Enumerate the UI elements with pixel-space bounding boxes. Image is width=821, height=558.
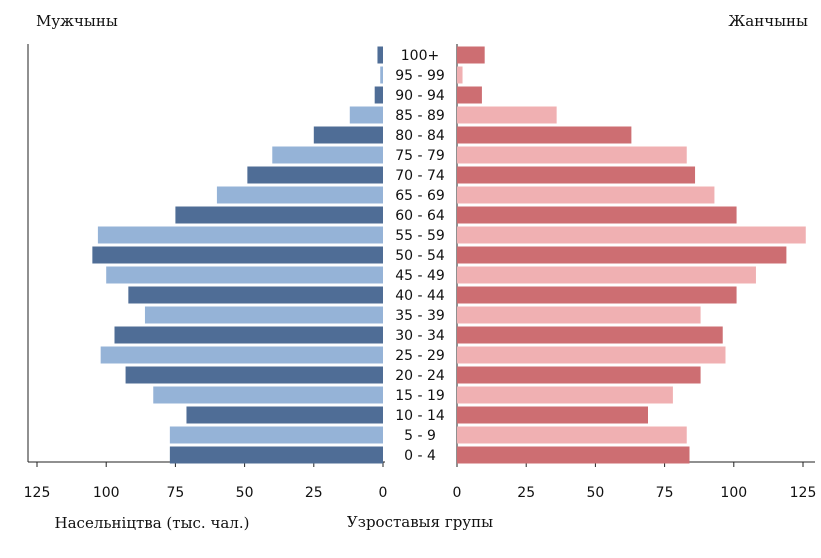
left-title: Мужчыны xyxy=(36,12,118,30)
x-tick-label: 50 xyxy=(586,485,604,501)
bar xyxy=(457,206,737,224)
bar xyxy=(100,346,383,364)
category-label: 25 - 29 xyxy=(395,348,445,364)
category-label: 90 - 94 xyxy=(395,88,445,104)
bar xyxy=(169,426,383,444)
bar xyxy=(457,106,557,124)
category-label: 40 - 44 xyxy=(395,288,445,304)
bar xyxy=(380,66,383,84)
bar xyxy=(457,366,701,384)
bar xyxy=(153,386,383,404)
category-label: 75 - 79 xyxy=(395,148,445,164)
bar xyxy=(457,446,690,464)
bar xyxy=(377,46,383,64)
bar xyxy=(247,166,383,184)
bar xyxy=(216,186,383,204)
category-label: 70 - 74 xyxy=(395,168,445,184)
x-tick-label: 100 xyxy=(93,485,120,501)
category-axis-label: Узроставыя групы xyxy=(346,513,494,531)
bar xyxy=(457,66,463,84)
x-tick-label: 125 xyxy=(24,485,51,501)
bar xyxy=(457,86,482,104)
bar xyxy=(92,246,384,264)
bar xyxy=(457,126,632,144)
bar xyxy=(175,206,383,224)
category-label: 15 - 19 xyxy=(395,388,445,404)
bar xyxy=(106,266,383,284)
category-label: 60 - 64 xyxy=(395,208,445,224)
bar xyxy=(457,166,696,184)
bar xyxy=(374,86,383,104)
bar xyxy=(457,246,787,264)
category-label: 30 - 34 xyxy=(395,328,445,344)
x-tick-label: 0 xyxy=(379,485,388,501)
bar xyxy=(144,306,383,324)
category-label: 35 - 39 xyxy=(395,308,445,324)
bar xyxy=(457,266,756,284)
x-axis-label: Насельніцтва (тыс. чал.) xyxy=(55,514,250,532)
bar xyxy=(457,286,737,304)
bar xyxy=(186,406,383,424)
category-label: 50 - 54 xyxy=(395,248,445,264)
x-tick-label: 125 xyxy=(790,485,817,501)
category-label: 65 - 69 xyxy=(395,188,445,204)
x-tick-label: 50 xyxy=(236,485,254,501)
bar xyxy=(272,146,383,164)
bar xyxy=(169,446,383,464)
bar xyxy=(125,366,384,384)
category-label: 80 - 84 xyxy=(395,128,445,144)
category-label: 10 - 14 xyxy=(395,408,445,424)
category-label: 85 - 89 xyxy=(395,108,445,124)
bar xyxy=(114,326,383,344)
bar xyxy=(457,186,715,204)
bar xyxy=(457,326,723,344)
bar xyxy=(97,226,384,244)
bar xyxy=(128,286,383,304)
bar xyxy=(457,406,648,424)
category-label: 20 - 24 xyxy=(395,368,445,384)
bar xyxy=(457,426,687,444)
x-tick-label: 100 xyxy=(720,485,747,501)
category-label: 55 - 59 xyxy=(395,228,445,244)
category-label: 0 - 4 xyxy=(404,448,436,464)
bar xyxy=(457,386,673,404)
right-title: Жанчыны xyxy=(728,12,808,30)
bar xyxy=(457,346,726,364)
bar xyxy=(313,126,383,144)
category-label: 95 - 99 xyxy=(395,68,445,84)
x-tick-label: 75 xyxy=(656,485,674,501)
bar xyxy=(457,46,485,64)
bar xyxy=(457,146,687,164)
bar xyxy=(349,106,383,124)
bar xyxy=(457,306,701,324)
category-label: 5 - 9 xyxy=(404,428,436,444)
x-tick-label: 0 xyxy=(453,485,462,501)
x-tick-label: 75 xyxy=(166,485,184,501)
bar xyxy=(457,226,806,244)
x-tick-label: 25 xyxy=(305,485,323,501)
x-tick-label: 25 xyxy=(517,485,535,501)
category-label: 100+ xyxy=(401,48,439,64)
category-label: 45 - 49 xyxy=(395,268,445,284)
